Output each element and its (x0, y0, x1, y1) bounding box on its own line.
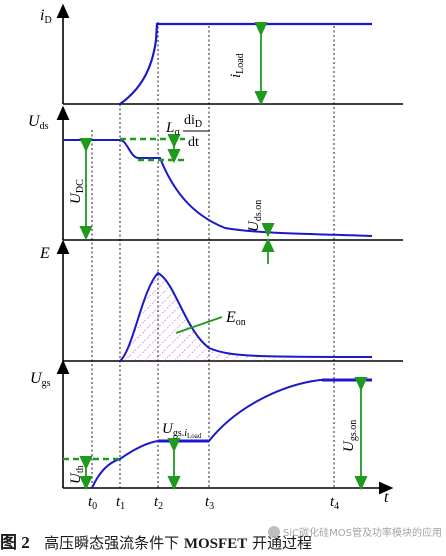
e-axis-label: E (39, 245, 50, 262)
uds-waveform (63, 139, 373, 237)
caption-number: 图 2 (0, 533, 30, 552)
dt-denominator: dt (188, 135, 199, 150)
ugs-waveform (91, 379, 372, 489)
e-waveform (119, 271, 373, 362)
id-axis-label: iD (40, 7, 52, 26)
uds-axis-label: Uds (28, 113, 49, 132)
iload-label: iLoad (228, 53, 246, 78)
caption-text-pre: 高压瞬态强流条件下 (44, 534, 180, 552)
udson-label: Uds.on (246, 200, 264, 232)
eon-pointer (175, 316, 223, 334)
time-guides (91, 22, 335, 488)
udc-label: UDC (68, 179, 86, 204)
watermark-text: SiC碳化硅MOS管及功率模块的应用 (283, 528, 442, 539)
waveforms (63, 22, 373, 489)
caption-text-post: 开通过程 (251, 534, 312, 552)
tick-label-t2: t2 (154, 494, 163, 512)
eon-hatched-area (120, 273, 300, 361)
wechat-icon (268, 525, 281, 538)
id-waveform (119, 22, 372, 105)
tick-label-t3: t3 (205, 494, 214, 512)
lsigma-label: Lσ (165, 120, 180, 138)
uth-label: Uth (68, 465, 86, 484)
figure-caption: 图 2 高压瞬态强流条件下 MOSFET 开通过程 (0, 528, 446, 556)
tick-label-t0: t0 (88, 494, 97, 512)
tick-label-t1: t1 (116, 494, 125, 512)
time-axis-label: t (384, 489, 389, 506)
did-numerator: diD (184, 113, 202, 130)
labels: iD iLoad Uds UDC Lσ diD dt Uds.on E (28, 7, 389, 512)
eon-label: Eon (225, 309, 246, 328)
tick-label-t4: t4 (330, 494, 339, 512)
watermark: SiC碳化硅MOS管及功率模块的应用 (268, 524, 442, 539)
annotation-arrows (79, 21, 368, 491)
ugs-axis-label: Ugs (30, 370, 51, 389)
caption-mosfet: MOSFET (183, 536, 248, 552)
ugson-label: Ugs.on (341, 420, 359, 452)
ugs-plateau-label: Ugs.iLoad (162, 421, 202, 440)
